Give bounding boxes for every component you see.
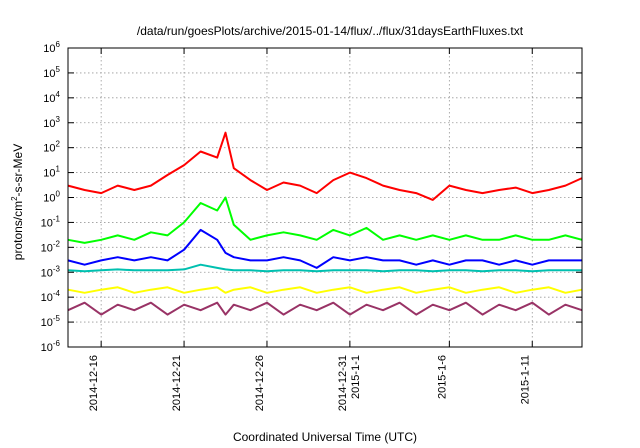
y-tick-label-base: 10 bbox=[43, 93, 55, 105]
y-tick-label: 10-6 bbox=[41, 339, 61, 354]
y-tick-label-base: 10 bbox=[43, 168, 55, 180]
y-tick-label-exp: 1 bbox=[56, 165, 61, 174]
series-line bbox=[67, 286, 583, 294]
y-tick-label-base: 10 bbox=[43, 193, 55, 205]
y-tick-label-exp: -4 bbox=[53, 289, 61, 298]
y-tick-label: 102 bbox=[43, 140, 60, 155]
x-tick-label: 2015-1-11 bbox=[519, 355, 531, 404]
y-tick-label: 106 bbox=[43, 40, 60, 55]
x-tick-label: 2014-12-21 bbox=[171, 355, 183, 411]
x-axis: 2014-12-16 2014-12-21 2014-12-26 2014-12-31… bbox=[88, 48, 533, 411]
y-tick-label-exp: -2 bbox=[53, 239, 61, 248]
y-tick-label: 10-4 bbox=[41, 289, 61, 304]
series-line bbox=[67, 263, 582, 273]
y-axis-label-rest: -s-sr-MeV bbox=[11, 144, 25, 197]
series-line bbox=[67, 301, 583, 316]
y-tick-label: 101 bbox=[43, 165, 60, 180]
y-tick-label: 100 bbox=[43, 190, 60, 205]
y-axis-label-sup: 2 bbox=[10, 196, 19, 201]
y-tick-label-exp: 6 bbox=[56, 40, 61, 49]
y-tick-label: 104 bbox=[43, 90, 60, 105]
y-axis-label-base: protons/cm bbox=[11, 201, 25, 260]
x-tick-label: 2015-1-6 bbox=[436, 355, 448, 399]
y-tick-label: 105 bbox=[43, 65, 60, 80]
grid-lines bbox=[68, 48, 582, 347]
series-lines bbox=[67, 131, 583, 316]
y-tick-label-exp: 4 bbox=[56, 90, 61, 99]
series-line bbox=[67, 131, 583, 201]
y-tick-label-base: 10 bbox=[41, 342, 53, 354]
y-tick-label-exp: -3 bbox=[53, 264, 61, 273]
y-tick-label: 10-2 bbox=[41, 239, 61, 254]
x-tick-label: 2014-12-26 bbox=[254, 355, 266, 411]
y-tick-label-base: 10 bbox=[41, 217, 53, 229]
y-tick-label-exp: 0 bbox=[56, 190, 61, 199]
y-tick-label-exp: -5 bbox=[53, 314, 61, 323]
series-line bbox=[67, 196, 583, 244]
y-tick-label: 10-5 bbox=[41, 314, 61, 329]
y-tick-label-base: 10 bbox=[43, 43, 55, 55]
y-tick-label-base: 10 bbox=[43, 118, 55, 130]
x-tick-label: 2014-12-16 bbox=[88, 355, 100, 411]
x-tick-label: 2014-12-31 bbox=[337, 355, 349, 411]
y-axis: 10-610-510-410-310-210-11001011021031041… bbox=[41, 40, 582, 354]
y-tick-label: 10-3 bbox=[41, 264, 61, 279]
y-tick-label-base: 10 bbox=[43, 143, 55, 155]
y-tick-label-exp: -1 bbox=[53, 214, 61, 223]
y-tick-label-base: 10 bbox=[43, 68, 55, 80]
series-line bbox=[67, 228, 582, 269]
y-tick-label-base: 10 bbox=[41, 292, 53, 304]
y-tick-label-exp: 5 bbox=[56, 65, 61, 74]
y-tick-label-base: 10 bbox=[41, 267, 53, 279]
y-tick-label-base: 10 bbox=[41, 317, 53, 329]
y-tick-label-exp: 2 bbox=[56, 140, 61, 149]
x-tick-label: 2015-1-1 bbox=[350, 355, 362, 399]
y-tick-label-exp: 3 bbox=[56, 115, 61, 124]
y-axis-label: protons/cm2-s-sr-MeV bbox=[10, 144, 25, 260]
chart-title: /data/run/goesPlots/archive/2015-01-14/f… bbox=[137, 24, 524, 38]
y-tick-label-exp: -6 bbox=[53, 339, 61, 348]
x-axis-label: Coordinated Universal Time (UTC) bbox=[233, 430, 417, 444]
y-tick-label: 103 bbox=[43, 115, 60, 130]
y-tick-label: 10-1 bbox=[41, 214, 61, 229]
y-tick-label-base: 10 bbox=[41, 242, 53, 254]
